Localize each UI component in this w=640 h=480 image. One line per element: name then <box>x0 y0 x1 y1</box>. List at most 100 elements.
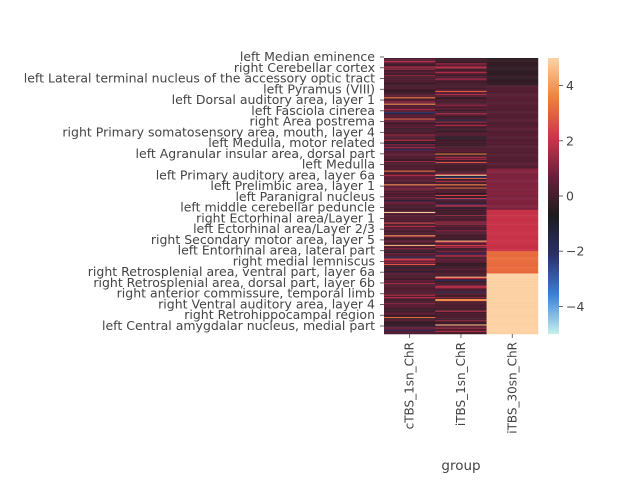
row-label: right Primary somatosensory area, mouth,… <box>62 124 375 139</box>
heatmap-cell <box>435 284 487 286</box>
heatmap-cell <box>384 196 436 198</box>
heatmap-cell <box>384 164 436 166</box>
heatmap-cell <box>384 258 436 260</box>
heatmap-cell <box>435 85 487 87</box>
heatmap-cell <box>486 117 539 119</box>
heatmap-cell <box>435 197 487 199</box>
heatmap-cell <box>384 198 436 200</box>
heatmap-cell <box>435 321 487 323</box>
heatmap-cell <box>486 108 539 111</box>
heatmap-cell <box>384 207 436 209</box>
heatmap-cell <box>435 298 487 301</box>
heatmap-cell <box>486 310 539 312</box>
heatmap-cell <box>435 329 487 332</box>
heatmap-cell <box>435 272 487 274</box>
heatmap-cell <box>486 97 539 99</box>
heatmap-cell <box>435 67 487 69</box>
heatmap-cell <box>435 265 487 267</box>
heatmap-cell <box>435 131 487 133</box>
heatmap-cell <box>384 146 436 148</box>
heatmap-cell <box>384 139 436 142</box>
heatmap-cell <box>384 173 436 176</box>
heatmap-cell <box>384 171 436 173</box>
heatmap-cell <box>384 265 436 267</box>
heatmap-cell <box>486 250 539 252</box>
heatmap-cell <box>486 122 539 125</box>
colorbar-tick-label: 2 <box>566 133 574 148</box>
heatmap-cell <box>384 306 436 308</box>
heatmap-cell <box>435 177 487 180</box>
heatmap-cell <box>384 277 436 280</box>
heatmap-cell <box>435 261 487 264</box>
heatmap-cell <box>384 217 436 219</box>
heatmap-cell <box>486 84 539 86</box>
heatmap-cell <box>384 226 436 229</box>
heatmap-cell <box>384 190 436 193</box>
heatmap-cell <box>384 228 436 231</box>
heatmap-cell <box>486 229 539 232</box>
heatmap-cell <box>384 127 436 129</box>
heatmap-cell <box>435 149 487 151</box>
heatmap-cell <box>486 201 539 203</box>
heatmap-cell <box>486 82 539 84</box>
row-label: right anterior commissure, temporal limb <box>117 286 375 301</box>
heatmap-cell <box>435 184 487 186</box>
heatmap-cell <box>435 82 487 84</box>
heatmap-cell <box>486 244 539 247</box>
heatmap-cell <box>486 325 539 327</box>
heatmap-cell <box>486 116 539 118</box>
heatmap-cell <box>435 100 487 102</box>
heatmap-cell <box>384 328 436 331</box>
heatmap-cell <box>486 220 539 222</box>
heatmap-cell <box>384 97 436 99</box>
heatmap-cell <box>384 188 436 190</box>
heatmap-cell <box>384 159 436 162</box>
heatmap-cell <box>486 81 539 83</box>
heatmap-cell <box>486 233 539 235</box>
heatmap-cell <box>486 306 539 308</box>
heatmap-cell <box>384 98 436 100</box>
heatmap-cell <box>435 69 487 71</box>
heatmap-cell <box>384 78 436 80</box>
heatmap-cell <box>486 279 539 282</box>
heatmap-cell <box>384 117 436 119</box>
heatmap-cell <box>435 146 487 148</box>
heatmap-cell <box>384 276 436 278</box>
heatmap-cell <box>384 95 436 97</box>
heatmap-cell <box>384 129 436 131</box>
heatmap-cell <box>384 63 436 65</box>
heatmap-cell <box>486 280 539 283</box>
heatmap-cell <box>384 268 436 270</box>
heatmap-cell <box>384 321 436 323</box>
heatmap-cell <box>435 320 487 322</box>
heatmap-cell <box>486 140 539 143</box>
colorbar-tick-label: 0 <box>566 189 574 204</box>
heatmap-cell <box>435 207 487 209</box>
heatmap-cell <box>384 235 436 237</box>
heatmap-cell <box>384 67 436 69</box>
heatmap-cell <box>384 119 436 121</box>
heatmap-cell <box>486 141 539 144</box>
heatmap-cell <box>384 231 436 233</box>
heatmap-cell <box>486 197 539 199</box>
heatmap-cell <box>384 141 436 144</box>
heatmap-cell <box>486 318 539 320</box>
heatmap-cell <box>486 272 539 274</box>
heatmap-cell <box>486 185 539 187</box>
heatmap-cell <box>435 201 487 203</box>
heatmap-cell <box>486 176 539 179</box>
heatmap-cell <box>384 262 436 265</box>
heatmap-cell <box>384 100 436 102</box>
heatmap-cell <box>384 59 436 61</box>
heatmap-cell <box>435 326 487 328</box>
row-label: left Agranular insular area, dorsal part <box>136 146 376 161</box>
heatmap-cell <box>435 242 487 245</box>
heatmap-cell <box>486 301 539 303</box>
heatmap-cell <box>384 124 436 127</box>
heatmap-cell <box>384 106 436 109</box>
heatmap-cell <box>384 85 436 87</box>
heatmap-cell <box>486 237 539 239</box>
heatmap-cell <box>384 152 436 154</box>
heatmap-cell <box>435 180 487 182</box>
